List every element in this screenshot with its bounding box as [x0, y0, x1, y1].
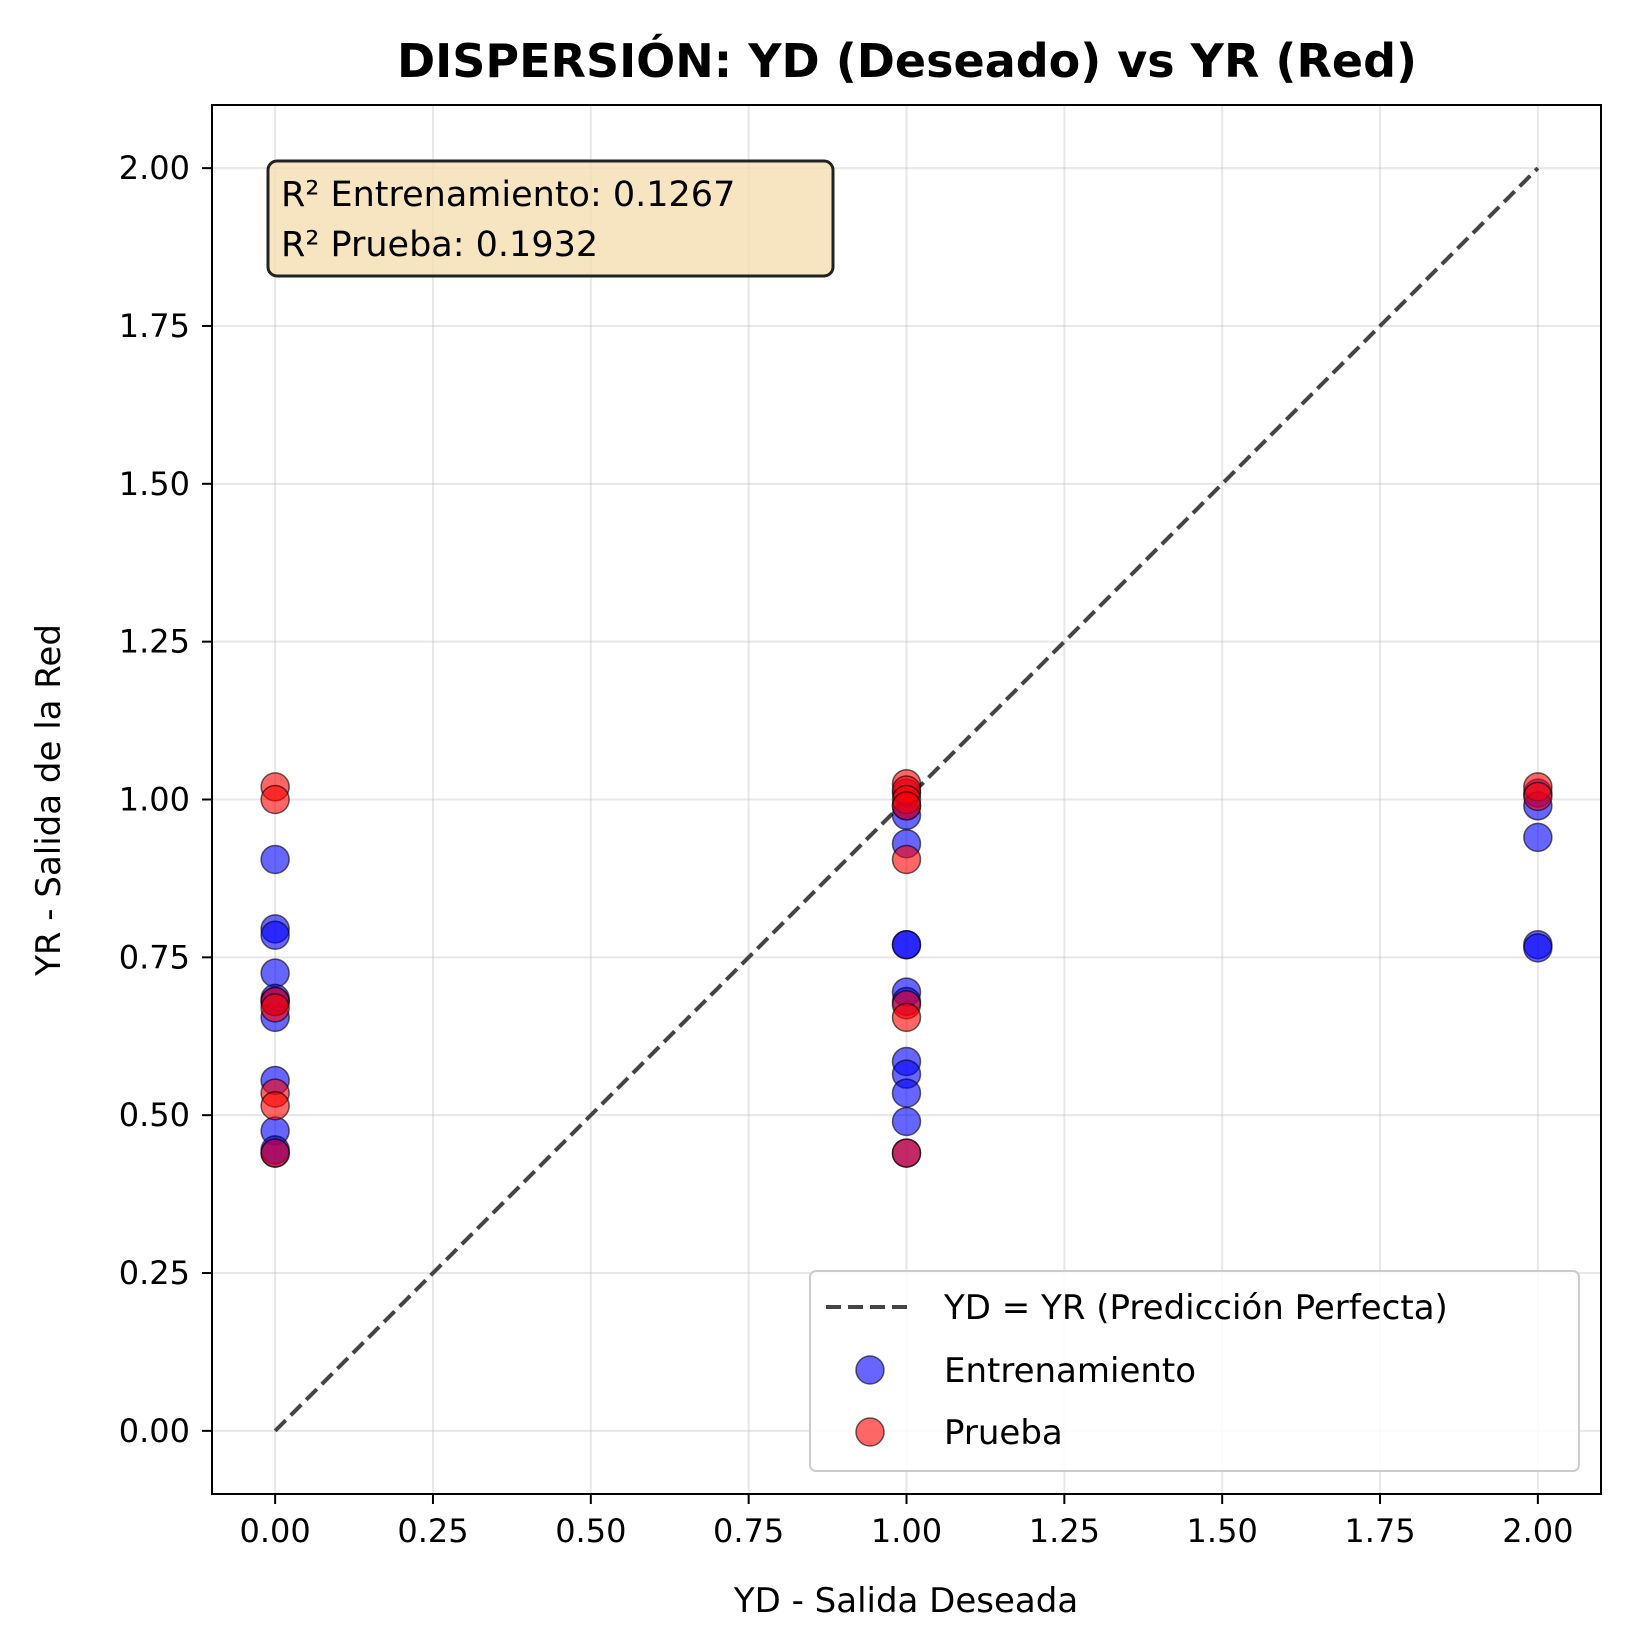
point-prueba-16 [1523, 781, 1553, 812]
y-tick-label-4: 1.00 [119, 781, 190, 819]
point-prueba-1 [260, 784, 290, 815]
y-tick-label-1: 0.25 [119, 1254, 190, 1292]
point-prueba-6 [260, 1138, 290, 1168]
point-entrenamiento-2 [260, 920, 290, 950]
x-tick-label-6: 1.50 [1187, 1512, 1258, 1550]
legend-marker-entrenamiento-icon [855, 1355, 885, 1385]
x-axis-label: YD - Salida Deseada [733, 1581, 1078, 1621]
legend-label-prueba: Prueba [944, 1413, 1063, 1453]
r2-annotation: R² Entrenamiento: 0.1267 R² Prueba: 0.19… [266, 159, 835, 278]
annotation-test-r2: R² Prueba: 0.1932 [281, 225, 598, 265]
y-tick-label-0: 0.00 [119, 1412, 190, 1450]
x-tick-label-2: 0.50 [555, 1512, 626, 1550]
point-entrenamiento-26 [1523, 822, 1553, 853]
point-entrenamiento-3 [260, 958, 290, 988]
point-prueba-13 [891, 1002, 922, 1033]
x-tick-label-0: 0.00 [240, 1512, 311, 1550]
y-tick-label-8: 2.00 [119, 149, 190, 187]
point-prueba-14 [891, 1138, 922, 1168]
chart-title: DISPERSIÓN: YD (Deseado) vs YR (Red) [397, 34, 1417, 88]
y-axis-ticks: 0.00 0.25 0.50 0.75 1.00 1.25 1.50 1.75 2.00 [119, 149, 212, 1450]
x-tick-label-7: 1.75 [1344, 1512, 1415, 1550]
point-entrenamiento-16 [891, 929, 922, 960]
point-entrenamiento-22 [891, 1106, 922, 1137]
x-tick-label-3: 0.75 [713, 1512, 784, 1550]
point-prueba-3 [260, 993, 290, 1023]
annotation-box [266, 159, 835, 278]
annotation-train-r2: R² Entrenamiento: 0.1267 [281, 175, 735, 215]
x-axis-ticks: 0.00 0.25 0.50 0.75 1.00 1.25 1.50 1.75 2.00 [240, 1494, 1573, 1550]
legend-marker-prueba-icon [855, 1417, 885, 1447]
data-points [260, 768, 1553, 1168]
y-axis-label: YR - Salida de la Red [29, 624, 69, 977]
legend-label-entrenamiento: Entrenamiento [944, 1351, 1196, 1391]
point-entrenamiento-0 [260, 844, 290, 875]
x-tick-label-5: 1.25 [1029, 1512, 1100, 1550]
point-prueba-11 [891, 844, 922, 875]
y-tick-label-7: 1.75 [119, 307, 190, 345]
point-entrenamiento-21 [891, 1078, 922, 1108]
x-tick-label-1: 0.25 [397, 1512, 468, 1550]
y-tick-label-6: 1.50 [119, 465, 190, 503]
x-tick-label-8: 2.00 [1502, 1512, 1573, 1550]
legend: YD = YR (Predicción Perfecta) Entrenamie… [809, 1270, 1580, 1472]
legend-box [809, 1270, 1580, 1472]
x-tick-label-4: 1.00 [871, 1512, 942, 1550]
y-tick-label-3: 0.75 [119, 938, 190, 976]
point-prueba-10 [891, 791, 922, 821]
point-entrenamiento-28 [1523, 933, 1553, 963]
legend-label-reference: YD = YR (Predicción Perfecta) [943, 1288, 1448, 1328]
y-tick-label-5: 1.25 [119, 623, 190, 661]
point-prueba-5 [260, 1090, 290, 1121]
y-tick-label-2: 0.50 [119, 1096, 190, 1134]
